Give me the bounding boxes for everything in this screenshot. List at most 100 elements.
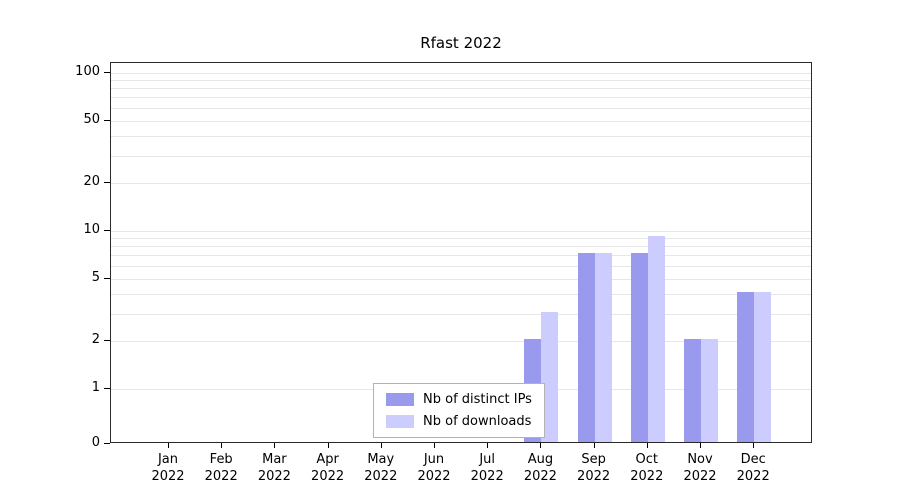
x-tick-month: Feb xyxy=(209,452,233,467)
y-tick-label: 0 xyxy=(91,435,100,450)
y-tick-mark xyxy=(104,388,110,389)
x-tick-mark xyxy=(221,443,223,448)
x-tick-year: 2022 xyxy=(683,469,717,484)
gridline xyxy=(111,155,811,157)
x-tick-label: May 2022 xyxy=(349,451,413,485)
x-tick-label: Nov 2022 xyxy=(668,451,732,485)
gridline xyxy=(111,120,811,122)
x-tick-mark xyxy=(593,443,595,448)
y-tick-label: 10 xyxy=(83,222,100,237)
legend-row: Nb of distinct IPs xyxy=(386,392,532,407)
gridline xyxy=(111,88,811,90)
legend-row: Nb of downloads xyxy=(386,414,532,429)
x-tick-mark xyxy=(327,443,329,448)
y-tick-mark xyxy=(104,340,110,342)
gridline xyxy=(111,278,811,280)
x-tick-label: Mar 2022 xyxy=(242,451,306,485)
y-tick-mark xyxy=(104,230,110,231)
gridline xyxy=(111,255,811,257)
gridline xyxy=(111,80,811,82)
gridline xyxy=(111,97,811,99)
x-tick-month: Apr xyxy=(316,452,339,467)
x-tick-month: Mar xyxy=(262,452,287,467)
x-tick-year: 2022 xyxy=(311,469,345,484)
x-tick-month: Dec xyxy=(740,452,766,467)
plot-area: Nb of distinct IPs Nb of downloads xyxy=(110,62,812,443)
y-tick-label: 2 xyxy=(91,332,100,348)
y-tick-label: 1 xyxy=(91,380,100,395)
x-tick-month: Oct xyxy=(635,452,659,467)
x-tick-year: 2022 xyxy=(364,469,398,484)
x-tick-mark xyxy=(168,443,169,448)
bar-distinct-ips xyxy=(577,253,595,442)
gridline xyxy=(111,73,811,74)
gridline xyxy=(111,246,811,248)
y-tick-mark xyxy=(104,443,110,444)
legend-label: Nb of downloads xyxy=(423,414,532,429)
gridline xyxy=(111,231,811,232)
legend: Nb of distinct IPs Nb of downloads xyxy=(373,383,545,438)
y-tick-label: 50 xyxy=(83,111,100,127)
x-tick-year: 2022 xyxy=(523,469,557,484)
x-tick-label: Dec 2022 xyxy=(721,451,785,485)
x-tick-mark xyxy=(540,443,542,448)
x-tick-month: Nov xyxy=(687,452,713,467)
x-tick-label: Oct 2022 xyxy=(615,451,679,485)
x-tick-label: Jul 2022 xyxy=(455,451,519,485)
y-tick-mark xyxy=(104,72,110,73)
x-tick-label: Aug 2022 xyxy=(508,451,572,485)
y-tick-label: 20 xyxy=(83,174,100,190)
gridline xyxy=(111,183,811,185)
x-tick-year: 2022 xyxy=(257,469,291,484)
x-tick-month: May xyxy=(367,452,395,467)
x-tick-mark xyxy=(700,443,701,448)
x-tick-month: Jul xyxy=(479,452,496,467)
x-tick-label: Sep 2022 xyxy=(562,451,626,485)
gridline xyxy=(111,293,811,295)
x-tick-mark xyxy=(434,443,435,448)
x-tick-mark xyxy=(753,443,755,448)
legend-label: Nb of distinct IPs xyxy=(423,392,532,407)
gridline xyxy=(111,266,811,268)
x-tick-label: Feb 2022 xyxy=(189,451,253,485)
x-tick-month: Sep xyxy=(581,452,606,467)
gridline xyxy=(111,135,811,137)
legend-swatch xyxy=(386,415,414,428)
bar-downloads xyxy=(754,291,772,442)
gridline xyxy=(111,108,811,110)
gridline xyxy=(111,341,811,343)
x-tick-mark xyxy=(274,443,276,448)
x-tick-mark xyxy=(380,443,382,448)
chart-title: Rfast 2022 xyxy=(420,34,502,52)
y-tick-mark xyxy=(104,119,110,121)
bar-downloads xyxy=(701,339,718,442)
x-tick-label: Apr 2022 xyxy=(296,451,360,485)
x-tick-label: Jan 2022 xyxy=(136,451,200,485)
x-tick-month: Jan xyxy=(157,452,179,467)
y-tick-label: 5 xyxy=(91,269,100,285)
x-tick-year: 2022 xyxy=(630,469,664,484)
gridline xyxy=(111,313,811,315)
legend-swatch xyxy=(386,393,414,406)
bar-downloads xyxy=(541,311,559,442)
gridline xyxy=(111,238,811,240)
x-tick-year: 2022 xyxy=(736,469,770,484)
x-tick-month: Aug xyxy=(527,452,554,467)
x-tick-year: 2022 xyxy=(151,469,185,484)
bar-distinct-ips xyxy=(684,339,701,442)
x-tick-label: Jun 2022 xyxy=(402,451,466,485)
x-tick-year: 2022 xyxy=(577,469,611,484)
x-tick-mark xyxy=(646,443,648,448)
y-tick-mark xyxy=(104,182,110,184)
x-tick-month: Jun xyxy=(423,452,445,467)
bar-downloads xyxy=(594,253,612,442)
bar-distinct-ips xyxy=(630,253,648,442)
x-tick-year: 2022 xyxy=(204,469,238,484)
x-tick-year: 2022 xyxy=(417,469,451,484)
bar-downloads xyxy=(647,236,665,442)
x-tick-mark xyxy=(487,443,489,448)
y-tick-mark xyxy=(104,277,110,279)
bar-distinct-ips xyxy=(737,291,755,442)
y-tick-label: 100 xyxy=(75,64,100,79)
